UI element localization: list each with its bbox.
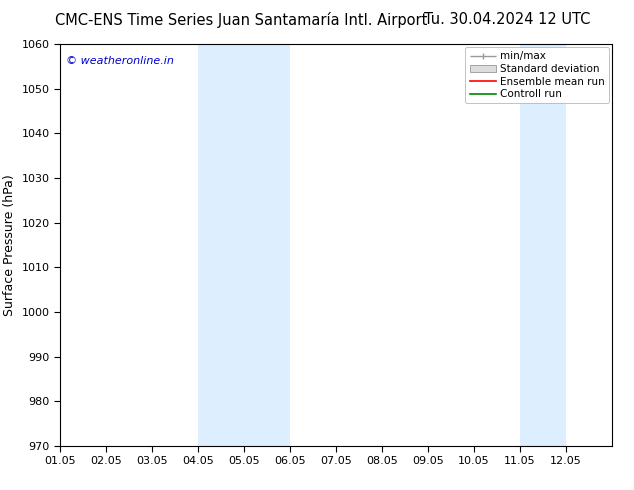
Y-axis label: Surface Pressure (hPa): Surface Pressure (hPa) <box>3 174 16 316</box>
Text: CMC-ENS Time Series Juan Santamaría Intl. Airport: CMC-ENS Time Series Juan Santamaría Intl… <box>55 12 427 28</box>
Legend: min/max, Standard deviation, Ensemble mean run, Controll run: min/max, Standard deviation, Ensemble me… <box>465 47 609 103</box>
Text: © weatheronline.in: © weatheronline.in <box>66 56 174 66</box>
Bar <box>520 44 566 446</box>
Bar <box>244 44 290 446</box>
Text: Tu. 30.04.2024 12 UTC: Tu. 30.04.2024 12 UTC <box>424 12 590 27</box>
Bar <box>198 44 244 446</box>
